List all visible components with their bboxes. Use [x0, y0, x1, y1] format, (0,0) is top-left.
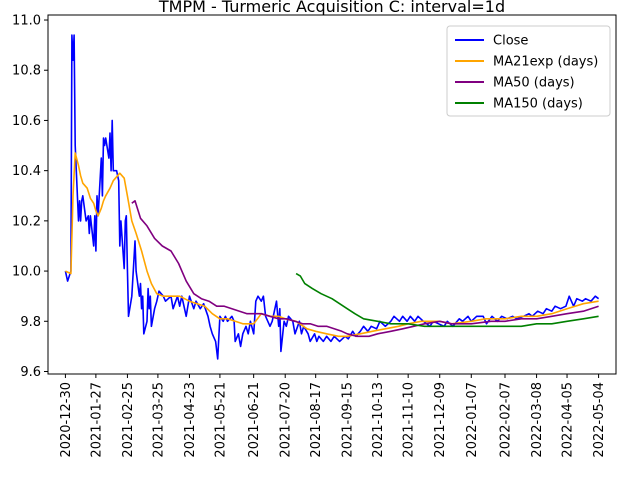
x-tick-label: 2021-01-27	[89, 382, 104, 458]
x-tick-label: 2021-06-21	[247, 382, 262, 458]
y-tick-label: 10.0	[12, 265, 41, 280]
y-tick-label: 9.6	[20, 365, 41, 380]
x-tick-label: 2022-02-07	[499, 382, 514, 458]
x-tick-label: 2021-10-13	[371, 382, 386, 458]
x-tick-label: 2021-05-21	[213, 382, 228, 458]
legend-label-close: Close	[493, 34, 528, 49]
x-tick-label: 2021-09-15	[341, 382, 356, 458]
x-tick-label: 2022-05-04	[592, 382, 607, 458]
axis-layer: 9.6 9.8 10.0 10.2 10.4 10.6 10.8 11.0 2020-12-30…	[12, 14, 607, 458]
x-tick-label: 2022-01-07	[465, 382, 480, 458]
y-tick-label: 11.0	[12, 14, 41, 29]
series-line-ma150-days	[295, 272, 599, 328]
series-line-ma50-days	[131, 200, 599, 338]
x-tick-label: 2021-12-09	[433, 382, 448, 458]
y-tick-label: 10.8	[12, 64, 41, 79]
y-tick-label: 10.4	[12, 164, 41, 179]
chart-title: TMPM - Turmeric Acquisition C: interval=…	[158, 0, 505, 16]
series-layer	[64, 34, 600, 360]
legend: Close MA21exp (days) MA50 (days) MA150 (day…	[446, 25, 611, 117]
x-tick-label: 2021-02-25	[121, 382, 136, 458]
x-tick-label: 2022-04-05	[561, 382, 576, 458]
x-tick-label: 2022-03-08	[530, 382, 545, 458]
series-line-ma21exp-days	[65, 152, 599, 338]
x-tick-label: 2021-08-17	[309, 382, 324, 458]
x-tick-label: 2021-07-20	[279, 382, 294, 458]
series-line-close	[64, 34, 600, 360]
x-tick-label: 2021-11-10	[402, 382, 417, 458]
legend-label-ma50-days: MA50 (days)	[493, 76, 575, 91]
y-tick-label: 9.8	[20, 315, 41, 330]
legend-label-ma21exp-days: MA21exp (days)	[493, 55, 598, 70]
plot-area-frame	[47, 14, 617, 375]
legend-label-ma150-days: MA150 (days)	[493, 97, 583, 112]
x-tick-label: 2020-12-30	[59, 382, 74, 458]
y-tick-label: 10.2	[12, 214, 41, 229]
legend-box	[446, 25, 611, 117]
x-tick-label: 2021-03-25	[151, 382, 166, 458]
legend-entries: Close MA21exp (days) MA50 (days) MA150 (day…	[455, 34, 598, 112]
x-tick-label: 2021-04-23	[183, 382, 198, 458]
y-tick-label: 10.6	[12, 114, 41, 129]
